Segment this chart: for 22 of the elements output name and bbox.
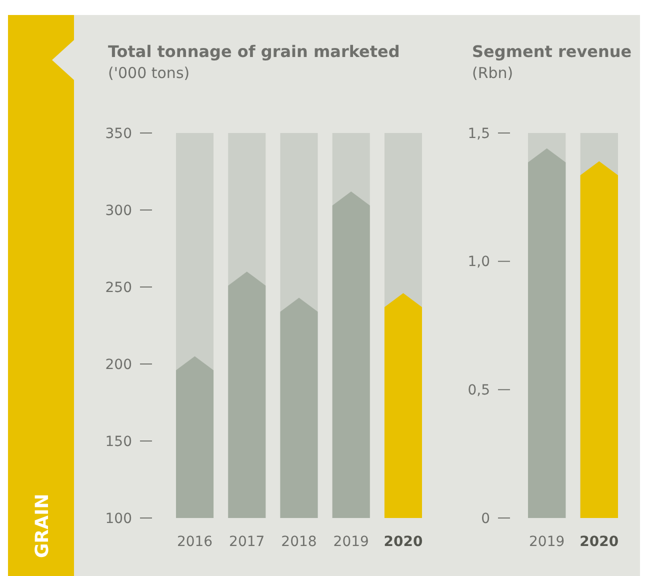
y-tick-label: 0 [481, 510, 490, 527]
x-tick-label: 2020 [580, 534, 619, 550]
x-tick-label: 2020 [384, 534, 423, 550]
y-tick-label: 250 [105, 280, 132, 296]
y-axis-title: ('000 tons) [108, 64, 190, 82]
y-axis-title: (Rbn) [472, 64, 514, 82]
y-tick-label: 350 [105, 126, 132, 142]
chart-title: Segment revenue [472, 42, 632, 61]
y-tick-label: 1,0 [468, 254, 490, 270]
text: GRAIN [32, 494, 53, 558]
x-tick-label: 2016 [176, 534, 213, 550]
y-tick-label: 200 [105, 356, 132, 373]
y-tick-label: 1,5 [468, 126, 490, 142]
y-tick-label: 0,5 [468, 382, 490, 399]
x-tick-label: 2019 [529, 534, 565, 550]
x-tick-label: 2017 [229, 534, 265, 550]
y-tick-label: 100 [105, 510, 132, 527]
chart-title: Total tonnage of grain marketed [108, 42, 400, 61]
y-tick-label: 150 [105, 434, 132, 450]
x-tick-label: 2018 [281, 534, 317, 550]
y-tick-label: 300 [105, 202, 132, 219]
x-tick-label: 2019 [333, 534, 369, 550]
